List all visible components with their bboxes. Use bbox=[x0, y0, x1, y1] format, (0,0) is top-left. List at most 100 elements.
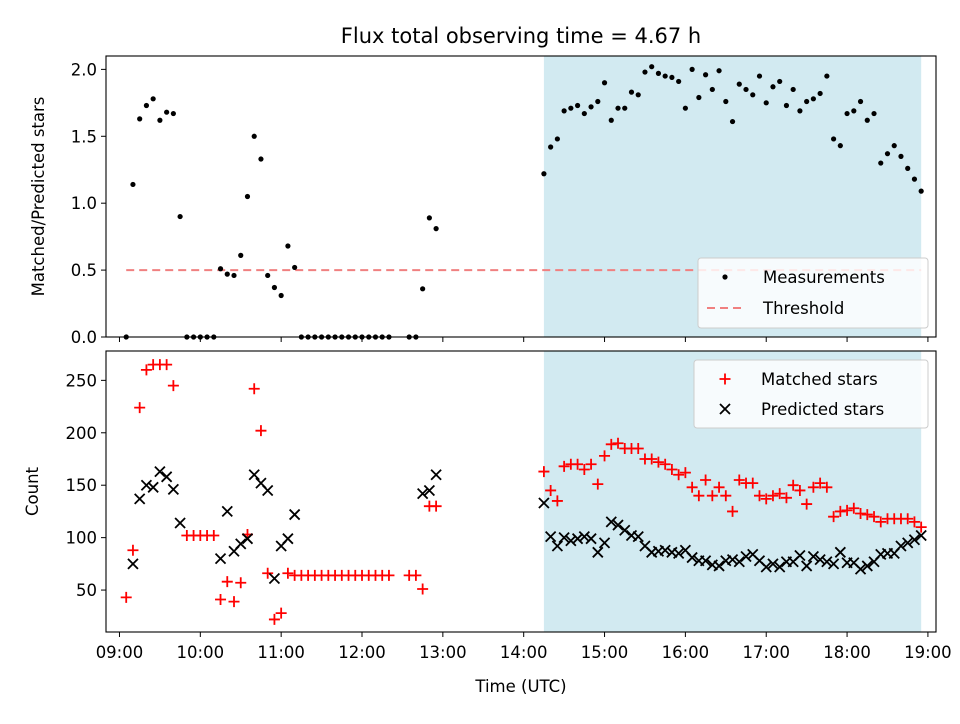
data-point-predicted bbox=[578, 530, 590, 543]
data-point-matched bbox=[134, 402, 146, 414]
y-tick-label: 250 bbox=[66, 371, 98, 390]
data-point-predicted bbox=[801, 560, 813, 572]
data-point-predicted bbox=[686, 551, 698, 564]
data-point bbox=[716, 68, 722, 74]
data-point bbox=[568, 105, 574, 111]
data-point bbox=[736, 81, 742, 87]
data-point-matched bbox=[720, 490, 732, 502]
data-point bbox=[541, 171, 547, 177]
legend: Matched stars Predicted stars bbox=[693, 359, 929, 429]
y-tick-label: 1.0 bbox=[71, 194, 97, 213]
data-point-predicted bbox=[538, 497, 550, 509]
data-point bbox=[790, 86, 796, 93]
data-point-matched bbox=[753, 490, 765, 502]
x-axis-label: Time (UTC) bbox=[474, 677, 566, 696]
data-point bbox=[164, 109, 170, 115]
data-point-predicted bbox=[288, 508, 301, 521]
x-tick-label: 12:00 bbox=[338, 643, 386, 662]
data-point-matched bbox=[727, 505, 739, 517]
data-point bbox=[824, 73, 830, 79]
data-point-predicted bbox=[558, 531, 570, 544]
data-point-matched bbox=[700, 474, 712, 486]
data-point bbox=[756, 73, 763, 79]
data-point bbox=[231, 272, 237, 279]
x-tick-label: 19:00 bbox=[904, 643, 952, 662]
data-point bbox=[918, 188, 924, 194]
data-point-predicted bbox=[814, 554, 826, 566]
data-point-matched bbox=[430, 500, 442, 512]
data-point-predicted bbox=[713, 560, 725, 572]
data-point bbox=[723, 98, 729, 105]
data-point bbox=[271, 284, 278, 291]
data-point-matched bbox=[255, 425, 267, 437]
data-point-matched bbox=[794, 484, 806, 496]
data-point bbox=[137, 116, 143, 122]
data-point-matched bbox=[410, 569, 422, 581]
data-point bbox=[871, 110, 877, 117]
data-point-matched bbox=[747, 477, 759, 489]
x-tick-label: 11:00 bbox=[257, 643, 305, 662]
data-point bbox=[750, 92, 756, 98]
data-point-predicted bbox=[861, 560, 873, 572]
x-tick-label: 13:00 bbox=[419, 643, 467, 662]
data-point-predicted bbox=[235, 538, 247, 550]
data-point bbox=[857, 98, 864, 105]
y-axis-label: Matched/Predicted stars bbox=[29, 97, 48, 297]
data-point-matched bbox=[875, 516, 887, 528]
data-point-predicted bbox=[282, 533, 294, 545]
data-point bbox=[763, 100, 769, 106]
data-point bbox=[561, 108, 567, 114]
data-point-matched bbox=[646, 453, 658, 465]
data-point-predicted bbox=[167, 483, 180, 496]
data-point-matched bbox=[915, 521, 927, 533]
data-point-matched bbox=[760, 493, 772, 505]
data-point-predicted bbox=[807, 550, 820, 563]
data-point-predicted bbox=[134, 493, 146, 505]
data-point bbox=[676, 78, 682, 85]
x-tick-label: 10:00 bbox=[177, 643, 225, 662]
data-point-predicted bbox=[268, 572, 281, 585]
data-point-matched bbox=[592, 478, 604, 490]
data-point-matched bbox=[208, 530, 220, 542]
data-point-matched bbox=[767, 490, 779, 502]
data-point-matched bbox=[807, 481, 819, 493]
data-point-matched bbox=[780, 492, 792, 504]
data-point bbox=[777, 78, 783, 85]
data-point-predicted bbox=[417, 487, 429, 500]
data-point-matched bbox=[733, 474, 745, 486]
data-point bbox=[588, 104, 594, 110]
data-point-matched bbox=[659, 458, 671, 470]
data-point bbox=[258, 156, 264, 162]
data-point-matched bbox=[774, 488, 786, 500]
x-tick-label: 18:00 bbox=[823, 643, 871, 662]
data-point-predicted bbox=[598, 537, 611, 549]
y-axis-label: Count bbox=[23, 466, 42, 516]
y-tick-label: 50 bbox=[76, 581, 97, 600]
data-point-matched bbox=[801, 498, 813, 510]
data-point-predicted bbox=[794, 549, 806, 562]
legend: Measurements Threshold bbox=[697, 257, 929, 329]
data-point-matched bbox=[127, 544, 139, 556]
data-point bbox=[554, 136, 560, 142]
data-point bbox=[884, 151, 891, 157]
data-point bbox=[891, 143, 897, 149]
data-point-predicted bbox=[565, 535, 577, 547]
data-point-matched bbox=[861, 509, 873, 521]
y-tick-label: 200 bbox=[66, 424, 98, 443]
data-point-predicted bbox=[632, 530, 644, 543]
data-point-predicted bbox=[423, 484, 436, 497]
data-point bbox=[682, 105, 688, 111]
data-point-matched bbox=[848, 502, 860, 514]
data-point-matched bbox=[282, 567, 294, 579]
data-point-matched bbox=[679, 467, 691, 479]
data-point-matched bbox=[834, 505, 846, 517]
data-point-matched bbox=[161, 359, 173, 371]
data-point-matched bbox=[868, 511, 880, 523]
data-point-predicted bbox=[214, 552, 227, 565]
data-point-matched bbox=[167, 380, 179, 392]
data-point bbox=[797, 108, 803, 114]
legend-marker-matched bbox=[719, 373, 731, 385]
legend-label-measurements: Measurements bbox=[763, 268, 885, 287]
data-point-matched bbox=[551, 495, 563, 507]
x-tick-label: 16:00 bbox=[662, 643, 710, 662]
